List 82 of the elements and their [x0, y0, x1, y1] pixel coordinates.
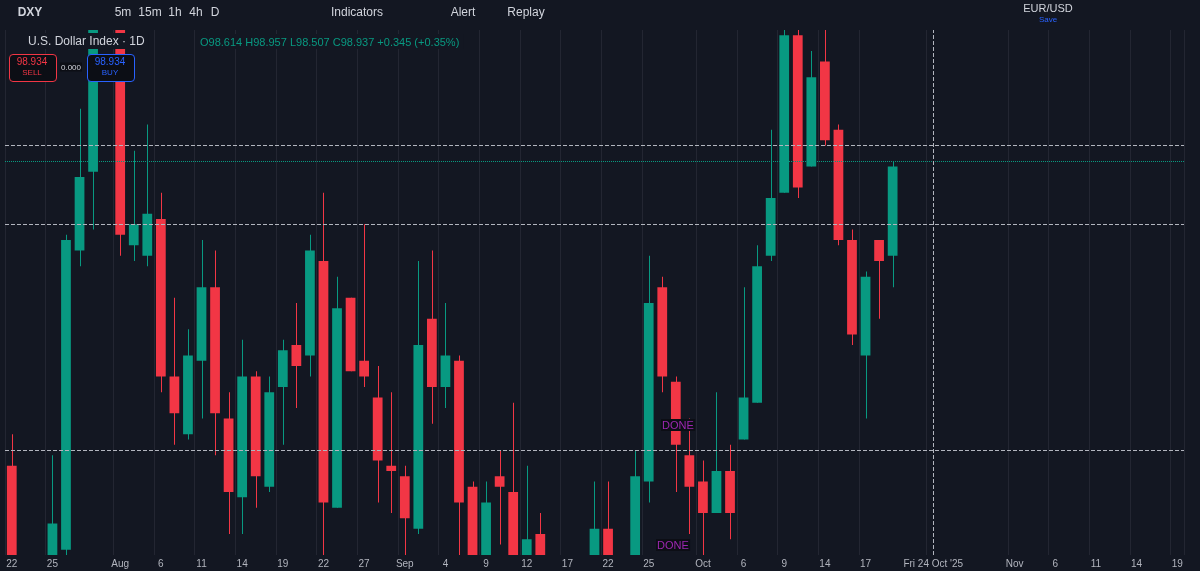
candlestick: [481, 481, 491, 556]
text: Replay: [506, 5, 546, 19]
candlestick: [508, 402, 519, 556]
candlestick: [264, 376, 275, 493]
candlestick: [630, 449, 641, 556]
x-tick-label: 22: [602, 557, 615, 569]
candlestick: [359, 223, 369, 388]
annotation: 0.000: [59, 62, 83, 72]
candlestick: [752, 244, 762, 404]
candlestick: [183, 328, 193, 440]
x-tick-label: 17: [859, 557, 872, 569]
candlestick: [603, 481, 613, 556]
candlestick: [874, 239, 884, 320]
candlestick: [725, 444, 735, 540]
candlestick: [332, 276, 342, 509]
candlestick: [250, 370, 261, 509]
x-tick-label: 17: [561, 557, 574, 569]
candlestick: [494, 449, 505, 545]
x-tick-label: 12: [521, 557, 533, 569]
x-tick-label: 19: [277, 557, 289, 569]
candlestick: [792, 29, 803, 199]
candlestick: [427, 250, 437, 425]
candlestick: [155, 192, 166, 393]
candlestick: [413, 260, 424, 535]
candlestick: [399, 465, 410, 556]
x-tick-label: Sep: [395, 557, 415, 569]
candlestick: [657, 276, 668, 393]
candlestick: [372, 365, 383, 503]
x-tick-label: 25: [643, 557, 655, 569]
candlestick: [305, 234, 315, 377]
x-tick-label: 14: [236, 557, 249, 569]
x-tick-label: 14: [819, 557, 831, 569]
x-tick-label: 9: [781, 557, 788, 569]
x-tick-label: 11: [1090, 557, 1102, 569]
candlestick: [643, 255, 654, 503]
candlestick: [6, 433, 17, 556]
annotation: 98.934: [15, 55, 49, 67]
x-tick-label: 22: [6, 557, 18, 569]
annotation: DONE: [661, 419, 695, 431]
candlestick: [535, 512, 546, 556]
x-tick-label: 6: [158, 557, 165, 569]
x-tick-label: Aug: [111, 557, 130, 569]
candlestick: [61, 234, 71, 556]
text: Indicators: [330, 5, 384, 19]
candlestick: [847, 229, 857, 346]
text: D: [209, 5, 221, 19]
x-tick-label: 27: [358, 557, 371, 569]
x-tick-label: 22: [317, 557, 330, 569]
text: DXY: [16, 5, 44, 19]
candlestick: [454, 355, 464, 556]
text: 4h: [188, 5, 204, 19]
x-tick-label: 25: [46, 557, 59, 569]
text: Save: [1037, 14, 1059, 24]
candlestick: [345, 297, 356, 372]
x-tick-label: 9: [483, 557, 490, 569]
annotation: SELL: [21, 67, 43, 77]
text: O98.614 H98.957 L98.507 C98.937 +0.345 (+0.35%): [200, 35, 460, 48]
text: 1h: [167, 5, 183, 19]
text: 15m: [137, 5, 163, 19]
candlestick: [291, 302, 302, 409]
candlestick: [277, 339, 288, 446]
candlestick: [210, 250, 220, 456]
annotation: 98.934: [93, 55, 127, 67]
annotation: DONE: [656, 539, 690, 551]
candlestick: [237, 339, 248, 535]
candlestick: [521, 465, 532, 556]
x-tick-label: 4: [442, 557, 449, 569]
x-tick-label: 11: [196, 557, 208, 569]
x-tick-label: Nov: [1005, 557, 1024, 569]
candlestick: [698, 460, 708, 556]
candlestick: [820, 29, 830, 146]
text: Alert: [449, 5, 477, 19]
x-tick-label: 6: [1052, 557, 1059, 569]
chart-title: U.S. Dollar Index · 1D: [28, 34, 146, 48]
x-tick-label: 19: [1171, 557, 1184, 569]
annotation: BUY: [100, 67, 120, 77]
x-tick-label: Oct: [695, 557, 711, 569]
text: 5m: [113, 5, 133, 19]
x-tick-label: Fri 24 Oct '25: [903, 557, 964, 569]
text: EUR/USD: [1022, 2, 1074, 14]
x-tick-label: 6: [740, 557, 747, 569]
x-tick-label: 14: [1131, 557, 1143, 569]
